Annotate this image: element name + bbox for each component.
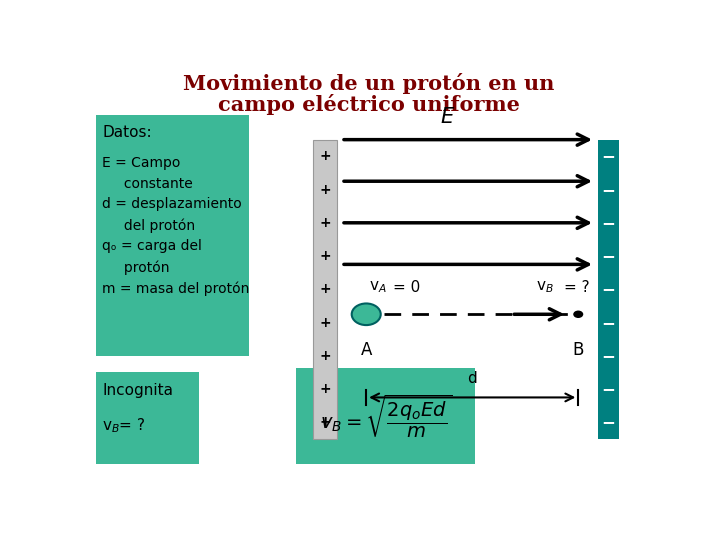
Text: = ?: = ? [564,280,590,295]
Text: +: + [319,216,330,230]
Text: v$_A$: v$_A$ [369,279,387,295]
Text: +: + [319,149,330,163]
Circle shape [351,303,381,325]
Text: −: − [601,247,616,265]
Text: −: − [601,347,616,365]
Bar [96,114,249,356]
Text: v$_B$: v$_B$ [536,279,554,295]
Bar [598,140,619,439]
Text: d: d [467,371,477,386]
Text: −: − [601,280,616,298]
Text: = 0: = 0 [393,280,420,295]
Text: v$_B$= ?: v$_B$= ? [102,416,146,435]
Text: +: + [319,315,330,329]
Text: campo eléctrico uniforme: campo eléctrico uniforme [218,94,520,115]
Text: +: + [319,249,330,263]
Text: +: + [319,382,330,396]
Text: B: B [572,341,584,359]
Text: −: − [601,414,616,431]
Text: Incognita: Incognita [102,383,174,398]
Bar [96,373,199,464]
Text: Datos:: Datos: [102,125,152,140]
Text: E = Campo
     constante
d = desplazamiento
     del protón
qₒ = carga del
     : E = Campo constante d = desplazamiento d… [102,156,250,296]
Text: −: − [601,180,616,199]
Bar [297,368,475,464]
Text: +: + [319,349,330,363]
Text: $v_B = \sqrt{\dfrac{2q_oEd}{m}}$: $v_B = \sqrt{\dfrac{2q_oEd}{m}}$ [320,393,452,440]
Bar [313,140,337,439]
Text: −: − [601,314,616,332]
Text: A: A [361,341,372,359]
Text: −: − [601,147,616,165]
Text: +: + [319,183,330,197]
Text: −: − [601,380,616,398]
Text: Movimiento de un protón en un: Movimiento de un protón en un [184,73,554,94]
Text: −: − [601,214,616,232]
Circle shape [573,310,583,318]
Text: +: + [319,282,330,296]
Text: $E$: $E$ [439,107,455,127]
Text: +: + [319,415,330,429]
